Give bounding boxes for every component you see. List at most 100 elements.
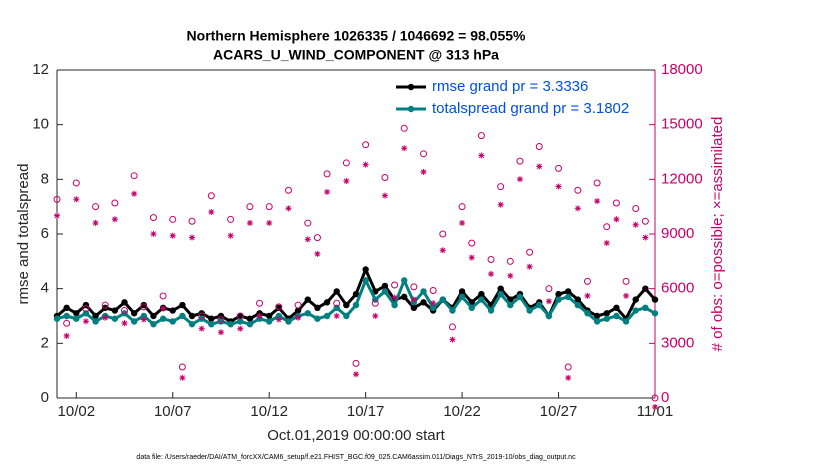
obs-possible bbox=[342, 159, 350, 167]
obs-possible bbox=[632, 204, 640, 212]
series-marker bbox=[82, 301, 90, 309]
obs-possible bbox=[429, 286, 437, 294]
y-tick-label: 4 bbox=[41, 280, 49, 297]
series-marker bbox=[53, 315, 61, 322]
series-marker bbox=[169, 318, 176, 325]
series-marker bbox=[526, 307, 533, 314]
obs-assimilated bbox=[266, 219, 273, 226]
series-marker bbox=[111, 315, 119, 322]
series-marker bbox=[92, 312, 99, 320]
y2-tick-label: 18000 bbox=[661, 61, 703, 78]
series-marker bbox=[314, 315, 321, 322]
obs-possible bbox=[323, 170, 331, 178]
series-marker bbox=[140, 301, 148, 309]
obs-assimilated bbox=[160, 305, 167, 312]
obs-assimilated bbox=[632, 221, 639, 228]
series-marker bbox=[381, 288, 389, 295]
obs-possible bbox=[188, 217, 196, 225]
series-marker bbox=[613, 312, 620, 320]
x-tick-label: 11/01 bbox=[637, 403, 673, 420]
obs-possible bbox=[284, 186, 292, 194]
legend-label: totalspread grand pr = 3.1802 bbox=[432, 100, 629, 117]
obs-possible bbox=[198, 312, 206, 320]
obs-possible bbox=[333, 299, 341, 307]
y2-tick-label: 12000 bbox=[661, 170, 703, 187]
obs-assimilated bbox=[343, 178, 350, 185]
series-marker bbox=[642, 304, 649, 311]
obs-assimilated bbox=[295, 314, 302, 321]
series-marker bbox=[372, 288, 379, 295]
series-marker bbox=[420, 299, 427, 306]
y-tick-label: 0 bbox=[41, 389, 49, 406]
obs-assimilated bbox=[237, 325, 244, 332]
series-marker bbox=[458, 293, 466, 301]
obs-possible bbox=[111, 199, 119, 207]
obs-assimilated bbox=[545, 298, 552, 305]
obs-possible bbox=[583, 277, 591, 285]
obs-assimilated bbox=[208, 209, 215, 216]
series-marker bbox=[188, 312, 196, 320]
series-marker bbox=[179, 301, 186, 309]
series-marker bbox=[593, 312, 601, 320]
obs-possible bbox=[140, 303, 148, 311]
obs-assimilated bbox=[613, 216, 620, 223]
series-marker bbox=[179, 312, 186, 320]
obs-assimilated bbox=[54, 212, 60, 219]
obs-assimilated bbox=[131, 190, 138, 197]
series-marker bbox=[323, 299, 331, 306]
obs-assimilated bbox=[121, 320, 128, 327]
obs-assimilated bbox=[140, 316, 147, 323]
series-marker bbox=[265, 312, 273, 320]
series-marker bbox=[285, 318, 292, 325]
series-marker bbox=[536, 301, 543, 309]
legend-marker bbox=[407, 105, 415, 113]
obs-possible bbox=[516, 157, 524, 165]
series-marker bbox=[651, 296, 659, 303]
obs-assimilated bbox=[372, 312, 379, 319]
chart-subtitle: ACARS_U_WIND_COMPONENT @ 313 hPa bbox=[213, 47, 499, 63]
obs-possible bbox=[381, 174, 389, 182]
series-marker bbox=[574, 296, 582, 303]
series-marker bbox=[159, 315, 167, 322]
y-tick-label: 12 bbox=[32, 61, 49, 78]
series-marker bbox=[343, 312, 350, 320]
series-marker bbox=[545, 312, 553, 320]
series-marker bbox=[564, 293, 572, 301]
series-marker bbox=[555, 296, 562, 303]
obs-assimilated bbox=[507, 272, 514, 279]
series-marker bbox=[63, 304, 70, 311]
obs-possible bbox=[371, 299, 379, 307]
obs-possible bbox=[169, 215, 177, 223]
obs-possible bbox=[535, 143, 543, 151]
obs-possible bbox=[63, 319, 71, 327]
x-tick-label: 10/27 bbox=[540, 403, 578, 420]
obs-assimilated bbox=[449, 336, 456, 343]
footnote: data file: /Users/raeder/DAI/ATM_forcXX/… bbox=[136, 454, 576, 461]
series-marker bbox=[632, 296, 639, 303]
series-marker bbox=[343, 301, 350, 309]
series-marker bbox=[642, 285, 649, 292]
obs-possible bbox=[526, 248, 534, 256]
obs-assimilated bbox=[526, 263, 533, 270]
obs-assimilated bbox=[468, 254, 475, 261]
obs-assimilated bbox=[459, 219, 466, 226]
series-marker bbox=[439, 296, 447, 303]
series-marker bbox=[478, 290, 485, 298]
obs-possible bbox=[121, 307, 129, 315]
obs-assimilated bbox=[353, 371, 359, 378]
series-marker bbox=[63, 312, 70, 320]
obs-assimilated bbox=[652, 404, 658, 410]
obs-possible bbox=[612, 199, 620, 207]
obs-assimilated bbox=[275, 316, 282, 323]
series-marker bbox=[564, 288, 572, 295]
series-marker bbox=[468, 304, 475, 311]
series-marker bbox=[613, 304, 620, 311]
obs-possible bbox=[236, 312, 244, 320]
series-marker bbox=[237, 312, 244, 320]
obs-possible bbox=[275, 303, 283, 311]
obs-possible bbox=[178, 363, 186, 371]
x-tick-label: 10/22 bbox=[443, 403, 481, 420]
obs-possible bbox=[400, 124, 408, 132]
y2-axis-label: # of obs: o=possible; ×=assimilated bbox=[709, 117, 726, 352]
